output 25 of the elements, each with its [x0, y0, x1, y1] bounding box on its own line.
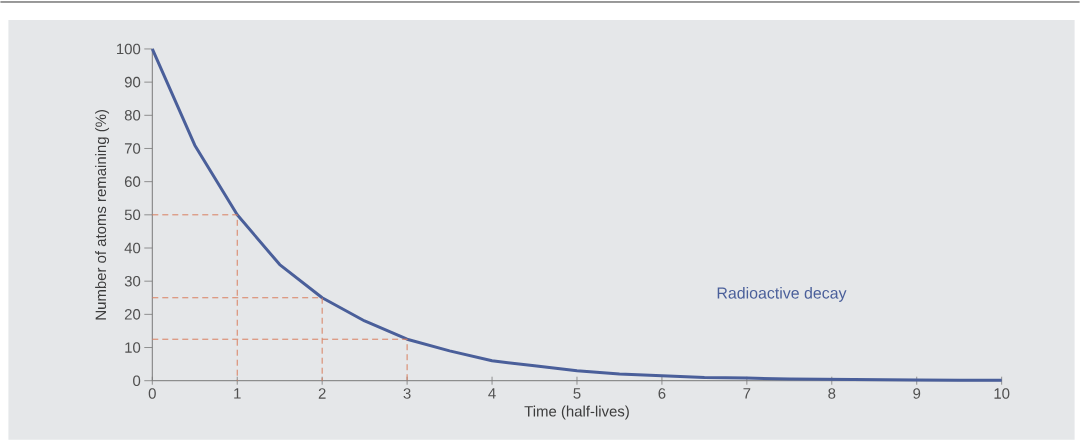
x-tick-label: 10 — [994, 388, 1010, 399]
y-tick-label: 0 — [133, 375, 141, 387]
y-axis-title: Number of atoms remaining (%) — [95, 110, 110, 320]
x-axis-title: Time (half-lives) — [524, 405, 629, 420]
x-tick-label: 8 — [828, 388, 836, 399]
text: Radioactive decay — [717, 287, 847, 303]
y-tick-label: 60 — [124, 176, 141, 188]
x-tick-label: 1 — [234, 388, 241, 399]
y-tick-label: 50 — [124, 209, 141, 221]
x-tick-label: 2 — [318, 388, 326, 399]
x-tick-label: 0 — [148, 388, 156, 399]
y-tick-label: 80 — [124, 110, 141, 121]
y-tick-label: 20 — [124, 309, 141, 320]
y-tick-label: 40 — [124, 242, 141, 254]
x-tick-label: 4 — [488, 388, 496, 399]
x-tick-label: 5 — [573, 388, 581, 399]
x-tick-label: 3 — [403, 388, 411, 399]
y-tick-label: 10 — [125, 342, 141, 353]
y-tick-label: 90 — [124, 77, 141, 88]
y-tick-label: 30 — [124, 276, 141, 287]
x-tick-label: 9 — [913, 388, 921, 399]
y-tick-label: 70 — [124, 143, 141, 154]
x-tick-label: 6 — [658, 388, 666, 399]
y-tick-label: 100 — [117, 43, 141, 55]
x-tick-label: 7 — [743, 388, 751, 399]
